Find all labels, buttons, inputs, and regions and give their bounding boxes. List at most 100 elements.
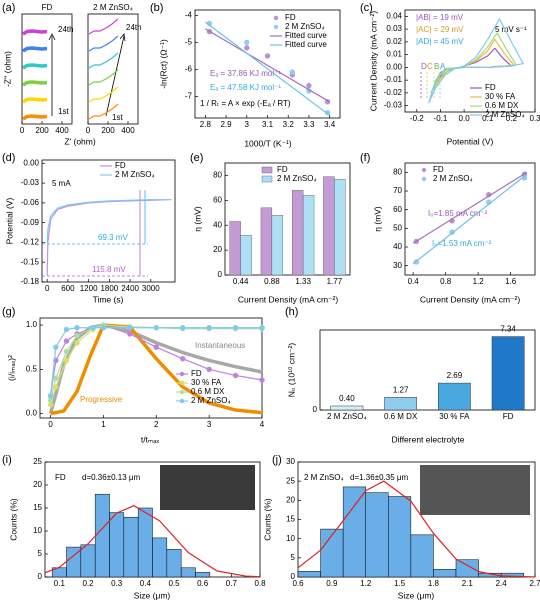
y-tick-label: 50 [393, 223, 402, 232]
x-tick-label: 0.9 [326, 579, 338, 588]
y-tick-label: 20 [286, 495, 295, 504]
legend-marker [421, 176, 427, 182]
legend-label: 0.6 M DX [485, 101, 519, 110]
x-tick-label: 2.7 [529, 579, 540, 588]
x-tick-label: 1800 [100, 284, 118, 293]
legend-label: Fitted curve [285, 40, 327, 49]
x-tick-label: 0 [48, 420, 53, 429]
series-marker [206, 366, 212, 373]
legend-marker [179, 398, 185, 404]
chart-title: FD [42, 3, 53, 12]
bar [384, 397, 417, 411]
y-tick-label: 25 [286, 476, 295, 485]
panel: (d) Time (s) Potential (V) 0.00 -0.03 -0.06 -0… [2, 152, 176, 304]
y-axis-label: Potential (V) [4, 197, 14, 244]
series-marker [53, 375, 59, 381]
y-axis-label: N₀ (10¹⁰ cm⁻²) [286, 343, 296, 398]
bar [330, 405, 364, 411]
y-tick-label: -0.03 [384, 101, 403, 110]
x-tick-label: 1.33 [295, 277, 311, 286]
legend-label: Fitted curve [285, 31, 327, 40]
x-tick-label: 600 [61, 284, 75, 293]
x-tick-label: 2.4 [496, 579, 508, 588]
y-tick-label: -0.09 [21, 218, 40, 227]
histogram-bar [137, 507, 153, 578]
x-tick-label: 0.4 [408, 277, 420, 286]
legend-marker [179, 380, 185, 386]
annotation: 115.8 mV [92, 265, 126, 274]
series-line [88, 52, 119, 69]
x-axis-label: Different electrolyte [391, 434, 464, 444]
annotation: |AD| = 45 mV [416, 37, 464, 46]
legend-label: FD [285, 13, 296, 22]
series-marker [90, 325, 96, 331]
series-marker [206, 325, 212, 331]
series-line [428, 18, 524, 104]
series-line [88, 86, 119, 103]
x-tick-label: 0.6 [292, 579, 304, 588]
arrow-head [48, 33, 56, 41]
panel-label: (c) [360, 2, 373, 14]
annotation: A [440, 62, 446, 71]
histogram-bar [94, 493, 110, 578]
y-tick-label: 0.0 [26, 409, 38, 418]
series-marker [153, 344, 159, 350]
series-line [49, 327, 262, 396]
y-tick-label: 80 [393, 167, 402, 176]
x-tick-label: 1.2 [473, 277, 485, 286]
plot-frame [404, 9, 536, 113]
y-tick-label: 15 [286, 515, 295, 524]
plot-frame [21, 13, 73, 125]
series-line [22, 97, 48, 104]
legend-marker [273, 15, 279, 21]
series-line [22, 80, 48, 87]
y-tick-label: -0.06 [21, 198, 40, 207]
annotation: B [434, 62, 439, 71]
x-tick-label: 1.8 [428, 579, 440, 588]
y-tick-label: 20 [213, 245, 222, 254]
x-tick-label: 2.9 [221, 120, 233, 129]
series-marker [63, 326, 70, 333]
series-marker [127, 331, 133, 337]
y-axis-label: η (mV) [192, 206, 202, 232]
series-marker [74, 325, 80, 331]
series-marker [74, 340, 80, 346]
series-marker [63, 348, 70, 355]
x-tick-label: 400 [55, 126, 69, 135]
bar [323, 176, 335, 276]
y-tick-label: 20 [33, 480, 42, 489]
x-axis-label: Time (s) [93, 294, 124, 304]
bar [260, 207, 273, 276]
series-marker [244, 39, 250, 46]
y-axis-label: η (mV) [372, 206, 382, 232]
y-tick-label: 0 [38, 572, 43, 581]
legend-marker [273, 24, 279, 30]
legend-label: FD [485, 83, 496, 92]
annotation: d=0.36±0.13 μm [82, 473, 140, 482]
x-tick-label: 0 [20, 126, 25, 135]
panel-label: (j) [272, 454, 282, 466]
annotation: D [421, 62, 427, 71]
bar [271, 215, 284, 276]
y-tick-label: 60 [393, 205, 402, 214]
y-tick-label: 0 [218, 270, 223, 279]
y-axis-label: Current Density (mA cm⁻²) [368, 11, 378, 112]
x-axis-label: Current Density (mA cm⁻²) [420, 294, 521, 304]
x-axis-label: 1000/T (K⁻¹) [244, 138, 291, 148]
x-tick-label: 0.8 [254, 579, 266, 588]
panel-label: (i) [2, 454, 12, 466]
panel: (b) 1000/T (K⁻¹) -ln(Rct) (Ω⁻¹) -4 -5 -6 -7 2.8… [150, 2, 341, 148]
plot-frame [224, 162, 351, 276]
histogram-bar [433, 569, 457, 578]
y-tick-label: -0.12 [21, 238, 40, 247]
y-tick-label: 30 [286, 457, 295, 466]
histogram-bar [123, 516, 139, 578]
y-tick-label: -0.15 [21, 257, 40, 266]
value-label: 1.27 [393, 385, 409, 394]
annotation: I₀=1.85 mA cm⁻² [428, 209, 488, 218]
y-tick-label: -0.02 [384, 88, 403, 97]
panel-label: (b) [150, 2, 163, 14]
annotation: C [427, 62, 433, 71]
x-tick-label: 2400 [121, 284, 139, 293]
